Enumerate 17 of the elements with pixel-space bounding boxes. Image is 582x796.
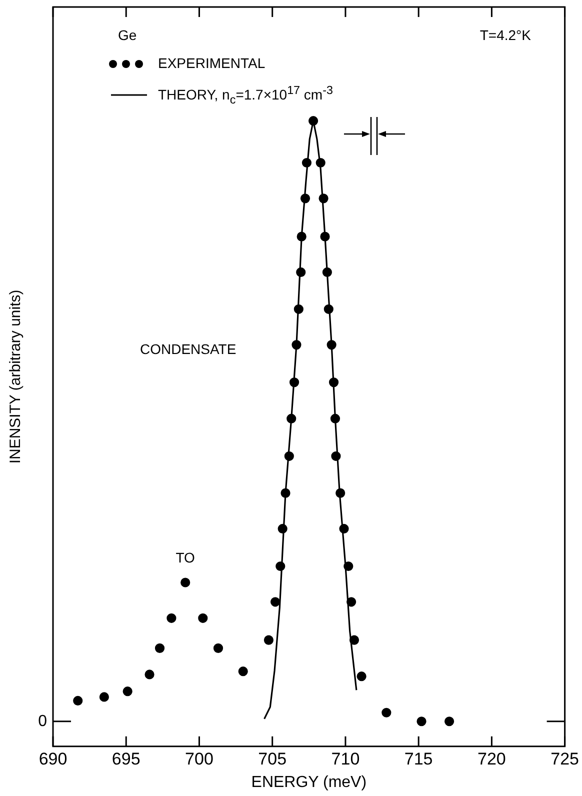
x-axis-title: ENERGY (meV) xyxy=(251,774,367,791)
x-tick-label: 700 xyxy=(185,749,214,768)
x-tick-label: 690 xyxy=(38,749,68,768)
x-tick-label: 715 xyxy=(404,749,433,768)
legend-label: EXPERIMENTAL xyxy=(158,54,266,73)
x-tick-label: 695 xyxy=(112,749,140,768)
annotation: TO xyxy=(176,549,196,566)
legend-label: THEORY, n$_{c}$=1.7×10$^{17}$ cm$^{-3}$ xyxy=(158,83,333,108)
text: Ge xyxy=(118,26,137,43)
x-tick-label: 710 xyxy=(331,749,360,768)
x-tick-label: 705 xyxy=(258,749,287,768)
x-tick-label: 725 xyxy=(550,749,580,768)
text: T=4.2°K xyxy=(480,26,532,43)
y-axis-title: INENSITY (arbitrary units) xyxy=(7,290,24,464)
text: 0 xyxy=(38,712,48,730)
x-tick-label: 720 xyxy=(478,749,506,768)
annotation: CONDENSATE xyxy=(140,340,236,357)
